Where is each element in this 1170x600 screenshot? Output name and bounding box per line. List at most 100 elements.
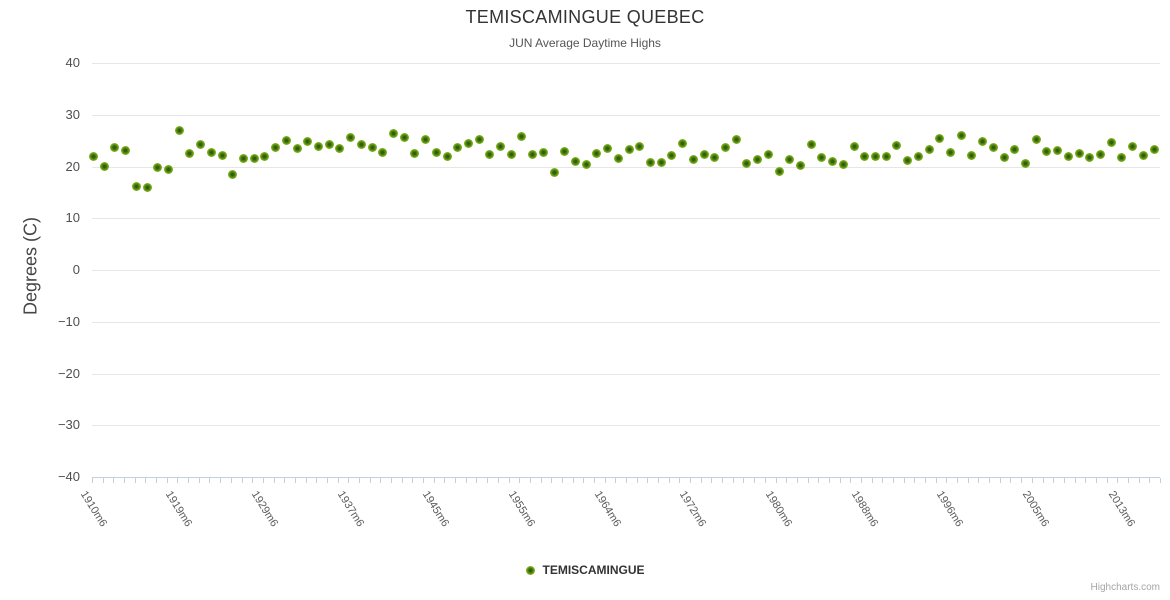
data-point[interactable] [1085, 153, 1095, 163]
data-point[interactable] [292, 144, 302, 154]
data-point[interactable] [174, 126, 184, 136]
data-point[interactable] [260, 152, 270, 162]
data-point[interactable] [624, 144, 634, 154]
data-point[interactable] [731, 134, 741, 144]
data-point[interactable] [1063, 152, 1073, 162]
data-point[interactable] [421, 134, 431, 144]
data-point[interactable] [131, 181, 141, 191]
data-point[interactable] [517, 131, 527, 141]
legend-item-temiscamingue[interactable]: TEMISCAMINGUE [0, 563, 1170, 577]
data-point[interactable] [1031, 134, 1041, 144]
data-point[interactable] [763, 149, 773, 159]
data-point[interactable] [142, 182, 152, 192]
data-point[interactable] [935, 134, 945, 144]
data-point[interactable] [388, 128, 398, 138]
data-point[interactable] [753, 154, 763, 164]
data-point[interactable] [303, 136, 313, 146]
data-point[interactable] [710, 152, 720, 162]
data-point[interactable] [431, 148, 441, 158]
data-point[interactable] [646, 158, 656, 168]
data-point[interactable] [849, 141, 859, 151]
highcharts-credits-link[interactable]: Highcharts.com [1090, 582, 1160, 593]
data-point[interactable] [924, 144, 934, 154]
data-point[interactable] [688, 154, 698, 164]
data-point[interactable] [1010, 144, 1020, 154]
data-point[interactable] [271, 143, 281, 153]
data-point[interactable] [249, 154, 259, 164]
data-point[interactable] [463, 138, 473, 148]
data-point[interactable] [453, 143, 463, 153]
data-point[interactable] [356, 139, 366, 149]
data-point[interactable] [892, 141, 902, 151]
data-point[interactable] [774, 167, 784, 177]
data-point[interactable] [613, 153, 623, 163]
data-point[interactable] [217, 150, 227, 160]
data-point[interactable] [378, 147, 388, 157]
data-point[interactable] [699, 149, 709, 159]
data-point[interactable] [1074, 149, 1084, 159]
data-point[interactable] [99, 162, 109, 171]
data-point[interactable] [1106, 138, 1116, 148]
data-point[interactable] [110, 143, 120, 153]
data-point[interactable] [571, 157, 581, 167]
data-point[interactable] [281, 135, 291, 145]
data-point[interactable] [335, 144, 345, 154]
data-point[interactable] [410, 148, 420, 158]
data-point[interactable] [549, 168, 559, 178]
data-point[interactable] [538, 148, 548, 158]
data-point[interactable] [485, 149, 495, 159]
data-point[interactable] [678, 139, 688, 149]
data-point[interactable] [838, 160, 848, 170]
data-point[interactable] [1020, 158, 1030, 168]
data-point[interactable] [603, 143, 613, 153]
data-point[interactable] [185, 149, 195, 159]
data-point[interactable] [313, 141, 323, 151]
data-point[interactable] [238, 154, 248, 164]
data-point[interactable] [474, 134, 484, 144]
data-point[interactable] [860, 152, 870, 162]
data-point[interactable] [978, 137, 988, 147]
data-point[interactable] [1117, 153, 1127, 163]
data-point[interactable] [367, 143, 377, 153]
data-point[interactable] [817, 153, 827, 163]
data-point[interactable] [560, 146, 570, 156]
data-point[interactable] [721, 142, 731, 152]
data-point[interactable] [796, 161, 805, 171]
data-point[interactable] [656, 158, 666, 168]
data-point[interactable] [592, 149, 602, 159]
data-point[interactable] [785, 154, 795, 164]
data-point[interactable] [806, 140, 816, 150]
data-point[interactable] [1149, 145, 1159, 155]
data-point[interactable] [1138, 151, 1148, 161]
data-point[interactable] [506, 150, 516, 160]
data-point[interactable] [528, 149, 538, 159]
data-point[interactable] [988, 142, 998, 152]
data-point[interactable] [206, 148, 216, 158]
data-point[interactable] [324, 140, 334, 150]
data-point[interactable] [399, 133, 409, 143]
data-point[interactable] [153, 163, 163, 173]
data-point[interactable] [1128, 142, 1138, 152]
data-point[interactable] [903, 155, 913, 165]
data-point[interactable] [346, 132, 356, 142]
data-point[interactable] [742, 158, 752, 168]
data-point[interactable] [828, 157, 838, 167]
data-point[interactable] [163, 164, 173, 174]
data-point[interactable] [967, 150, 977, 160]
data-point[interactable] [228, 169, 238, 179]
data-point[interactable] [913, 152, 923, 162]
data-point[interactable] [89, 152, 98, 162]
data-point[interactable] [881, 152, 891, 162]
data-point[interactable] [667, 151, 677, 161]
data-point[interactable] [1053, 145, 1063, 155]
data-point[interactable] [442, 151, 452, 161]
data-point[interactable] [956, 131, 966, 141]
data-point[interactable] [1095, 150, 1105, 160]
data-point[interactable] [496, 142, 506, 152]
data-point[interactable] [870, 152, 880, 162]
data-point[interactable] [121, 146, 131, 156]
data-point[interactable] [581, 160, 591, 170]
data-point[interactable] [1042, 146, 1052, 156]
data-point[interactable] [196, 140, 206, 150]
data-point[interactable] [945, 148, 955, 158]
